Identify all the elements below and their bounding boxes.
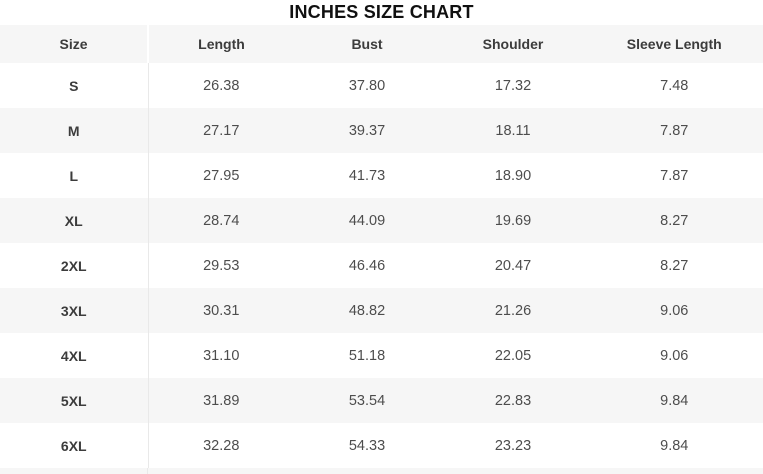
length-cell: 31.89 [203, 392, 240, 409]
table-row-4xl: 4XL 31.10 51.18 22.05 9.06 [0, 333, 763, 378]
length-cell: 32.28 [203, 437, 240, 454]
length-cell: 29.53 [203, 257, 240, 274]
sleeve-length-cell: 9.06 [660, 302, 689, 319]
bust-cell: 48.82 [348, 302, 386, 319]
shoulder-cell: 17.32 [494, 77, 532, 94]
shoulder-cell: 19.69 [494, 212, 532, 229]
table-row-s: S 26.38 37.80 17.32 7.48 [0, 63, 763, 108]
page-title: INCHES SIZE CHART [289, 2, 474, 22]
size-cell: M [0, 108, 149, 153]
length-cell: 27.17 [203, 122, 240, 139]
shoulder-cell: 18.11 [495, 122, 531, 139]
column-divider [0, 468, 148, 474]
size-cell: 6XL [0, 423, 149, 468]
size-cell: L [0, 153, 149, 198]
col-header-length: Length [198, 36, 245, 52]
table-row-5xl: 5XL 31.89 53.54 22.83 9.84 [0, 378, 763, 423]
sleeve-length-cell: 8.27 [660, 212, 689, 229]
bust-cell: 44.09 [348, 212, 386, 229]
bust-cell: 46.46 [348, 257, 386, 274]
size-cell: 2XL [0, 243, 149, 288]
table-row-6xl: 6XL 32.28 54.33 23.23 9.84 [0, 423, 763, 468]
length-cell: 28.74 [203, 212, 240, 229]
sleeve-length-cell: 7.48 [660, 77, 689, 94]
shoulder-cell: 22.83 [494, 392, 532, 409]
sleeve-length-cell: 8.27 [660, 257, 689, 274]
partial-next-row-strip [0, 468, 763, 474]
shoulder-cell: 23.23 [494, 437, 532, 454]
bust-cell: 39.37 [348, 122, 386, 139]
size-cell: S [0, 63, 149, 108]
bust-cell: 53.54 [348, 392, 386, 409]
col-header-bust: Bust [351, 36, 383, 52]
table-row-m: M 27.17 39.37 18.11 7.87 [0, 108, 763, 153]
bust-cell: 37.80 [348, 77, 386, 94]
sleeve-length-cell: 7.87 [660, 167, 689, 184]
shoulder-cell: 20.47 [494, 257, 532, 274]
size-chart-table: Size Length Bust Shoulder Sleeve Length … [0, 25, 763, 468]
bust-cell: 51.18 [348, 347, 386, 364]
table-row-3xl: 3XL 30.31 48.82 21.26 9.06 [0, 288, 763, 333]
sleeve-length-cell: 9.84 [660, 437, 689, 454]
shoulder-cell: 21.26 [494, 302, 532, 319]
length-cell: 27.95 [203, 167, 240, 184]
table-row-l: L 27.95 41.73 18.90 7.87 [0, 153, 763, 198]
size-cell: XL [0, 198, 149, 243]
table-row-2xl: 2XL 29.53 46.46 20.47 8.27 [0, 243, 763, 288]
length-cell: 26.38 [203, 77, 240, 94]
header-row: Size Length Bust Shoulder Sleeve Length [0, 25, 763, 63]
size-cell: 4XL [0, 333, 149, 378]
bust-cell: 41.73 [348, 167, 386, 184]
table-row-xl: XL 28.74 44.09 19.69 8.27 [0, 198, 763, 243]
col-header-sleeve-length: Sleeve Length [626, 36, 722, 52]
sleeve-length-cell: 9.06 [660, 347, 689, 364]
col-header-shoulder: Shoulder [482, 36, 544, 52]
shoulder-cell: 22.05 [494, 347, 532, 364]
length-cell: 30.31 [203, 302, 240, 319]
size-cell: 5XL [0, 378, 149, 423]
sleeve-length-cell: 9.84 [660, 392, 689, 409]
size-cell: 3XL [0, 288, 149, 333]
bust-cell: 54.33 [348, 437, 386, 454]
shoulder-cell: 18.90 [494, 167, 532, 184]
sleeve-length-cell: 7.87 [660, 122, 689, 139]
length-cell: 31.10 [203, 347, 240, 364]
col-header-size: Size [0, 25, 149, 63]
